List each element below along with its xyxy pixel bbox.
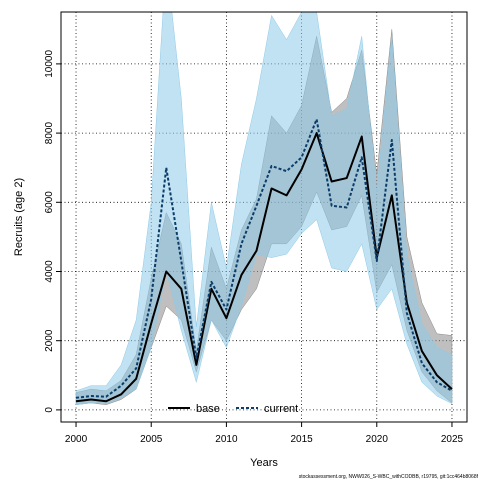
y-tick-label: 8000: [44, 122, 55, 145]
x-axis-ticks: 2000 2005 2010 2015 2020 2025: [65, 422, 464, 445]
footer-text: stockassessment.org, NWW026_S-WBC_withCO…: [299, 474, 479, 480]
y-tick-label: 0: [44, 407, 55, 413]
y-tick-label: 4000: [44, 260, 55, 283]
line-base: [75, 132, 453, 403]
x-tick-label: 2000: [65, 434, 88, 445]
band-current: [75, 12, 453, 405]
y-axis-title: Recruits (age 2): [13, 178, 25, 256]
x-tick-label: 2005: [140, 434, 163, 445]
y-tick-label: 10000: [44, 50, 55, 78]
y-axis-ticks: 0 2000 4000 6000 8000 10000: [44, 50, 61, 413]
x-axis-title: Years: [250, 457, 278, 469]
legend: base current: [168, 403, 298, 415]
x-tick-label: 2010: [215, 434, 238, 445]
y-tick-label: 2000: [44, 329, 55, 352]
line-current: [75, 118, 453, 399]
plot-frame: [60, 11, 468, 423]
y-tick-label: 6000: [44, 191, 55, 214]
x-tick-label: 2020: [366, 434, 389, 445]
series-lines: [75, 118, 453, 403]
legend-base-label: base: [196, 403, 220, 415]
legend-current-label: current: [264, 403, 298, 415]
x-tick-label: 2025: [441, 434, 464, 445]
x-tick-label: 2015: [290, 434, 313, 445]
